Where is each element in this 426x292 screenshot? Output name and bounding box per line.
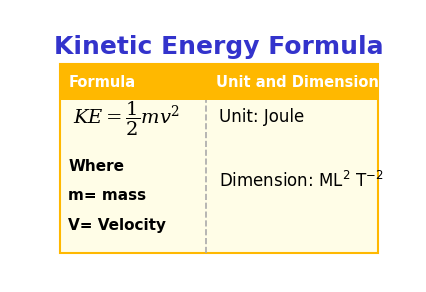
- Text: Unit and Dimension: Unit and Dimension: [215, 75, 377, 90]
- Text: Where: Where: [68, 159, 124, 174]
- Text: Kinetic Energy Formula: Kinetic Energy Formula: [54, 35, 383, 59]
- Text: m= mass: m= mass: [68, 188, 146, 203]
- Text: Dimension: ML$^2$ T$^{-2}$: Dimension: ML$^2$ T$^{-2}$: [219, 171, 383, 191]
- Bar: [60, 64, 377, 253]
- Bar: [60, 64, 377, 100]
- Text: V= Velocity: V= Velocity: [68, 218, 166, 232]
- Text: Unit: Joule: Unit: Joule: [219, 108, 303, 126]
- Text: $KE = \dfrac{1}{2}mv^2$: $KE = \dfrac{1}{2}mv^2$: [72, 100, 179, 138]
- Text: Formula: Formula: [68, 75, 135, 90]
